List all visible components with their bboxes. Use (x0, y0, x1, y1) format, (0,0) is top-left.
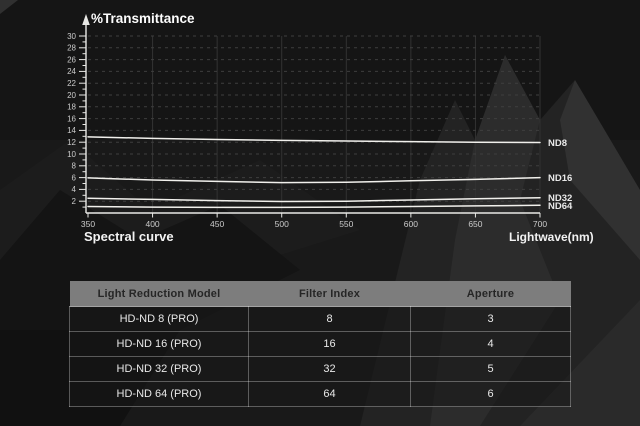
y-tick-label: 12 (67, 138, 76, 147)
nd-table: Light Reduction Model Filter Index Apertur… (69, 281, 571, 407)
series-line-nd32 (87, 196, 541, 203)
aperture-cell: 4 (410, 331, 571, 357)
x-tick-label: 650 (468, 219, 482, 229)
x-tick-label: 700 (533, 219, 547, 229)
y-tick-label: 2 (72, 197, 77, 206)
y-tick-label: 18 (67, 103, 76, 112)
aperture-cell: 3 (410, 306, 571, 332)
series-line-nd64 (87, 204, 541, 209)
y-tick-label: 26 (67, 55, 76, 64)
y-tick-label: 10 (67, 150, 76, 159)
table-row: HD-ND 8 (PRO) 8 3 (69, 306, 571, 332)
y-tick-label: 8 (72, 162, 77, 171)
chart-title: %Transmittance (91, 11, 195, 26)
y-tick-label: 16 (67, 114, 76, 123)
model-cell: HD-ND 32 (PRO) (69, 356, 249, 382)
filter-index-cell: 8 (248, 306, 411, 332)
table-row: HD-ND 16 (PRO) 16 4 (69, 331, 571, 357)
series-line-nd16 (87, 176, 541, 184)
aperture-cell: 6 (410, 381, 571, 407)
x-tick-label: 500 (275, 219, 289, 229)
model-cell: HD-ND 16 (PRO) (69, 331, 249, 357)
x-tick-label: 550 (339, 219, 353, 229)
nd-table-body: HD-ND 8 (PRO) 8 3 HD-ND 16 (PRO) 16 4 HD-ND 32… (69, 306, 571, 407)
x-tick-label: 350 (81, 219, 95, 229)
column-header: Aperture (410, 281, 571, 307)
filter-index-cell: 64 (248, 381, 411, 407)
table-row: HD-ND 64 (PRO) 64 6 (69, 381, 571, 407)
y-axis-arrow-icon (82, 14, 90, 25)
y-tick-label: 24 (67, 67, 76, 76)
y-tick-label: 30 (67, 32, 76, 41)
table-row: HD-ND 32 (PRO) 32 5 (69, 356, 571, 382)
spectral-curve-chart: %Transmittance Spectral curve Lightwave(… (67, 11, 594, 244)
series-label-nd16: ND16 (548, 173, 572, 184)
aperture-cell: 5 (410, 356, 571, 382)
x-axis-label: Lightwave(nm) (509, 230, 594, 244)
y-tick-label: 22 (67, 79, 76, 88)
y-tick-label: 28 (67, 44, 76, 53)
y-tick-label: 14 (67, 126, 76, 135)
model-cell: HD-ND 8 (PRO) (69, 306, 249, 332)
x-tick-label: 600 (404, 219, 418, 229)
series-label-nd8: ND8 (548, 138, 567, 149)
nd-table-header: Light Reduction Model Filter Index Apertur… (69, 281, 571, 307)
x-tick-label: 450 (210, 219, 224, 229)
x-axis-caption: Spectral curve (84, 229, 174, 244)
series-line-nd8 (87, 136, 541, 144)
y-tick-label: 20 (67, 91, 76, 100)
y-tick-label: 6 (72, 173, 77, 182)
column-header: Light Reduction Model (69, 281, 249, 307)
x-tick-label: 400 (145, 219, 159, 229)
series-label-nd64: ND64 (548, 201, 573, 212)
filter-index-cell: 32 (248, 356, 411, 382)
filter-index-cell: 16 (248, 331, 411, 357)
series-label-nd32: ND32 (548, 193, 572, 204)
y-tick-label: 4 (72, 185, 77, 194)
column-header: Filter Index (248, 281, 411, 307)
model-cell: HD-ND 64 (PRO) (69, 381, 249, 407)
